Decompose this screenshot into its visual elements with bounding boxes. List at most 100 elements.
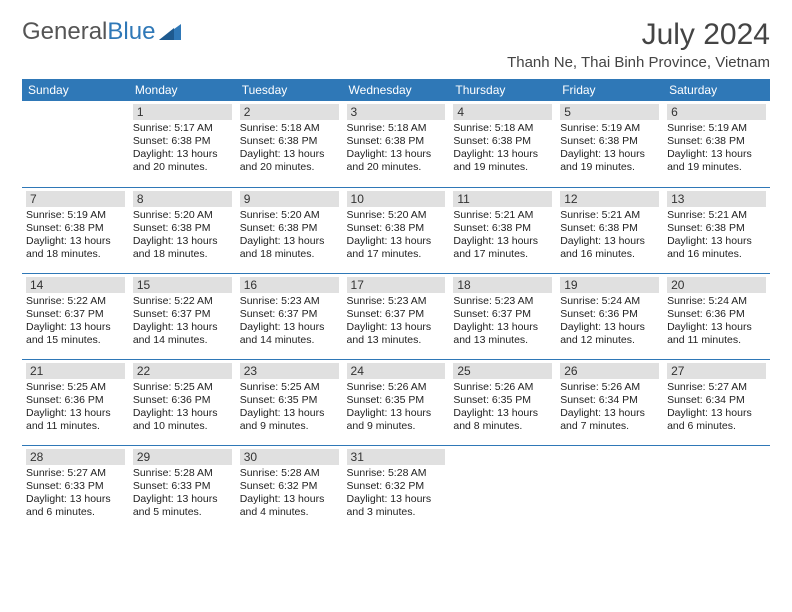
day-number: 13 <box>667 191 766 207</box>
day-detail-line: Sunset: 6:36 PM <box>667 308 766 321</box>
day-detail-line: Sunset: 6:38 PM <box>133 135 232 148</box>
day-detail-line: Sunrise: 5:22 AM <box>133 295 232 308</box>
day-detail-line: and 16 minutes. <box>667 248 766 261</box>
day-detail-line: Daylight: 13 hours <box>667 148 766 161</box>
day-detail-line: Sunrise: 5:26 AM <box>453 381 552 394</box>
day-detail-line: Sunset: 6:38 PM <box>240 135 339 148</box>
calendar-day-cell: 3 Sunrise: 5:18 AMSunset: 6:38 PMDaylight… <box>343 101 450 187</box>
day-number: 14 <box>26 277 125 293</box>
calendar-table: SundayMondayTuesdayWednesdayThursdayFrid… <box>22 79 770 531</box>
calendar-day-cell: 29Sunrise: 5:28 AMSunset: 6:33 PMDayligh… <box>129 445 236 531</box>
day-detail-line: and 20 minutes. <box>347 161 446 174</box>
day-detail-line: Sunset: 6:38 PM <box>453 222 552 235</box>
day-detail-line: Sunset: 6:33 PM <box>26 480 125 493</box>
day-number: 29 <box>133 449 232 465</box>
day-detail-line: Sunrise: 5:17 AM <box>133 122 232 135</box>
day-details: Sunrise: 5:20 AMSunset: 6:38 PMDaylight:… <box>240 209 339 262</box>
day-detail-line: Sunrise: 5:22 AM <box>26 295 125 308</box>
calendar-day-cell: 22Sunrise: 5:25 AMSunset: 6:36 PMDayligh… <box>129 359 236 445</box>
title-block: July 2024 Thanh Ne, Thai Binh Province, … <box>507 18 770 71</box>
day-detail-line: Daylight: 13 hours <box>453 235 552 248</box>
day-detail-line: Daylight: 13 hours <box>560 148 659 161</box>
day-number: 27 <box>667 363 766 379</box>
day-number: 26 <box>560 363 659 379</box>
day-details: Sunrise: 5:18 AMSunset: 6:38 PMDaylight:… <box>453 122 552 175</box>
day-detail-line: Sunrise: 5:18 AM <box>347 122 446 135</box>
day-detail-line: Sunrise: 5:23 AM <box>240 295 339 308</box>
logo-sail-icon <box>159 22 185 42</box>
day-number: 8 <box>133 191 232 207</box>
calendar-day-cell: 31Sunrise: 5:28 AMSunset: 6:32 PMDayligh… <box>343 445 450 531</box>
day-detail-line: Sunrise: 5:18 AM <box>240 122 339 135</box>
day-details: Sunrise: 5:22 AMSunset: 6:37 PMDaylight:… <box>133 295 232 348</box>
day-details: Sunrise: 5:23 AMSunset: 6:37 PMDaylight:… <box>347 295 446 348</box>
header: GeneralBlue July 2024 Thanh Ne, Thai Bin… <box>22 18 770 71</box>
day-details: Sunrise: 5:25 AMSunset: 6:35 PMDaylight:… <box>240 381 339 434</box>
calendar-day-cell: 9Sunrise: 5:20 AMSunset: 6:38 PMDaylight… <box>236 187 343 273</box>
calendar-week-row: 21Sunrise: 5:25 AMSunset: 6:36 PMDayligh… <box>22 359 770 445</box>
day-number: 6 <box>667 104 766 120</box>
calendar-week-row: 7Sunrise: 5:19 AMSunset: 6:38 PMDaylight… <box>22 187 770 273</box>
day-detail-line: Daylight: 13 hours <box>560 321 659 334</box>
calendar-day-cell: 20Sunrise: 5:24 AMSunset: 6:36 PMDayligh… <box>663 273 770 359</box>
day-detail-line: and 4 minutes. <box>240 506 339 519</box>
day-details: Sunrise: 5:23 AMSunset: 6:37 PMDaylight:… <box>240 295 339 348</box>
day-details: Sunrise: 5:19 AMSunset: 6:38 PMDaylight:… <box>26 209 125 262</box>
day-detail-line: Sunset: 6:37 PM <box>133 308 232 321</box>
day-detail-line: Daylight: 13 hours <box>240 235 339 248</box>
calendar-day-cell: 11Sunrise: 5:21 AMSunset: 6:38 PMDayligh… <box>449 187 556 273</box>
day-details: Sunrise: 5:26 AMSunset: 6:34 PMDaylight:… <box>560 381 659 434</box>
day-details: Sunrise: 5:24 AMSunset: 6:36 PMDaylight:… <box>560 295 659 348</box>
calendar-day-cell: 2Sunrise: 5:18 AMSunset: 6:38 PMDaylight… <box>236 101 343 187</box>
calendar-day-cell: 15Sunrise: 5:22 AMSunset: 6:37 PMDayligh… <box>129 273 236 359</box>
day-detail-line: Daylight: 13 hours <box>347 148 446 161</box>
day-detail-line: Sunset: 6:38 PM <box>347 135 446 148</box>
day-detail-line: and 19 minutes. <box>667 161 766 174</box>
day-details: Sunrise: 5:22 AMSunset: 6:37 PMDaylight:… <box>26 295 125 348</box>
day-detail-line: and 15 minutes. <box>26 334 125 347</box>
day-details: Sunrise: 5:20 AMSunset: 6:38 PMDaylight:… <box>133 209 232 262</box>
day-detail-line: and 13 minutes. <box>347 334 446 347</box>
day-detail-line: Sunrise: 5:28 AM <box>240 467 339 480</box>
day-detail-line: and 20 minutes. <box>240 161 339 174</box>
day-number: 24 <box>347 363 446 379</box>
day-detail-line: Daylight: 13 hours <box>347 235 446 248</box>
calendar-day-cell: 25Sunrise: 5:26 AMSunset: 6:35 PMDayligh… <box>449 359 556 445</box>
day-detail-line: Sunrise: 5:19 AM <box>560 122 659 135</box>
day-detail-line: Daylight: 13 hours <box>347 321 446 334</box>
calendar-day-cell: 17Sunrise: 5:23 AMSunset: 6:37 PMDayligh… <box>343 273 450 359</box>
calendar-day-cell: 14 Sunrise: 5:22 AMSunset: 6:37 PMDayligh… <box>22 273 129 359</box>
day-detail-line: and 17 minutes. <box>453 248 552 261</box>
day-detail-line: Daylight: 13 hours <box>133 235 232 248</box>
calendar-day-cell: 27 Sunrise: 5:27 AMSunset: 6:34 PMDayligh… <box>663 359 770 445</box>
day-detail-line: Sunset: 6:33 PM <box>133 480 232 493</box>
day-detail-line: Daylight: 13 hours <box>133 407 232 420</box>
day-number: 16 <box>240 277 339 293</box>
day-detail-line: Sunset: 6:36 PM <box>560 308 659 321</box>
day-detail-line: and 10 minutes. <box>133 420 232 433</box>
calendar-day-cell: 28Sunrise: 5:27 AMSunset: 6:33 PMDayligh… <box>22 445 129 531</box>
day-detail-line: Sunrise: 5:21 AM <box>667 209 766 222</box>
calendar-day-cell: 1Sunrise: 5:17 AMSunset: 6:38 PMDaylight… <box>129 101 236 187</box>
calendar-day-cell: 19Sunrise: 5:24 AMSunset: 6:36 PMDayligh… <box>556 273 663 359</box>
location-text: Thanh Ne, Thai Binh Province, Vietnam <box>507 54 770 71</box>
day-detail-line: Daylight: 13 hours <box>560 407 659 420</box>
day-detail-line: Daylight: 13 hours <box>240 321 339 334</box>
weekday-header: Tuesday <box>236 79 343 101</box>
day-detail-line: and 5 minutes. <box>133 506 232 519</box>
day-details: Sunrise: 5:27 AMSunset: 6:34 PMDaylight:… <box>667 381 766 434</box>
day-detail-line: Sunset: 6:38 PM <box>133 222 232 235</box>
day-detail-line: Sunset: 6:36 PM <box>26 394 125 407</box>
day-detail-line: and 8 minutes. <box>453 420 552 433</box>
day-detail-line: Daylight: 13 hours <box>453 407 552 420</box>
calendar-body: 1Sunrise: 5:17 AMSunset: 6:38 PMDaylight… <box>22 101 770 531</box>
day-detail-line: Daylight: 13 hours <box>667 235 766 248</box>
day-number: 3 <box>347 104 446 120</box>
calendar-day-cell <box>449 445 556 531</box>
day-detail-line: Sunrise: 5:28 AM <box>347 467 446 480</box>
day-detail-line: Sunset: 6:37 PM <box>240 308 339 321</box>
day-detail-line: Sunset: 6:38 PM <box>667 222 766 235</box>
calendar-day-cell: 4Sunrise: 5:18 AMSunset: 6:38 PMDaylight… <box>449 101 556 187</box>
day-detail-line: Sunset: 6:38 PM <box>240 222 339 235</box>
day-details: Sunrise: 5:28 AMSunset: 6:32 PMDaylight:… <box>240 467 339 520</box>
